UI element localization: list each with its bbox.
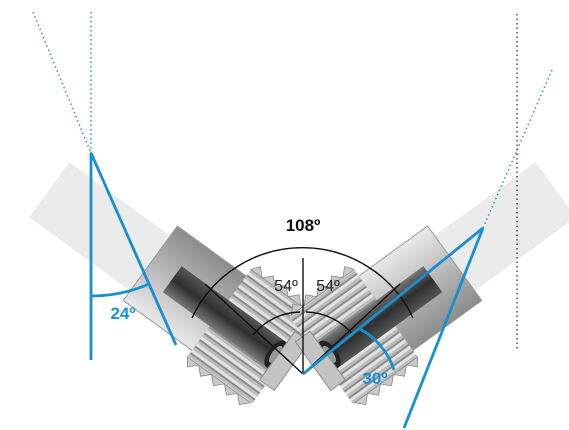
right-core [318,266,443,369]
blue-dotted-lines [32,11,553,229]
left-cone-line [89,152,178,346]
right-fitting [289,162,569,405]
left-dotted-diagonal [32,11,92,154]
angle-label-30: 30º [362,369,387,388]
right-long-line [402,227,485,429]
right-axis-line [302,283,401,375]
left-fitting [29,162,316,405]
right-dotted-diagonal [482,69,553,229]
arc-108 [191,247,414,319]
angle-label-54-right: 54º [316,278,340,295]
arc-54-left [252,311,301,336]
right-30-arc [359,327,396,371]
arc-54-right [305,311,354,336]
left-axis-line [204,283,304,375]
right-cone-line [302,226,484,376]
right-thread-teeth [290,266,419,405]
angle-label-54-left: 54º [274,278,298,295]
black-angle-lines [191,247,414,375]
blue-angle-lines [89,152,485,429]
left-core [162,266,287,369]
left-24-arc [90,282,150,298]
angle-label-24: 24º [110,304,135,323]
angle-label-108: 108º [286,216,321,235]
